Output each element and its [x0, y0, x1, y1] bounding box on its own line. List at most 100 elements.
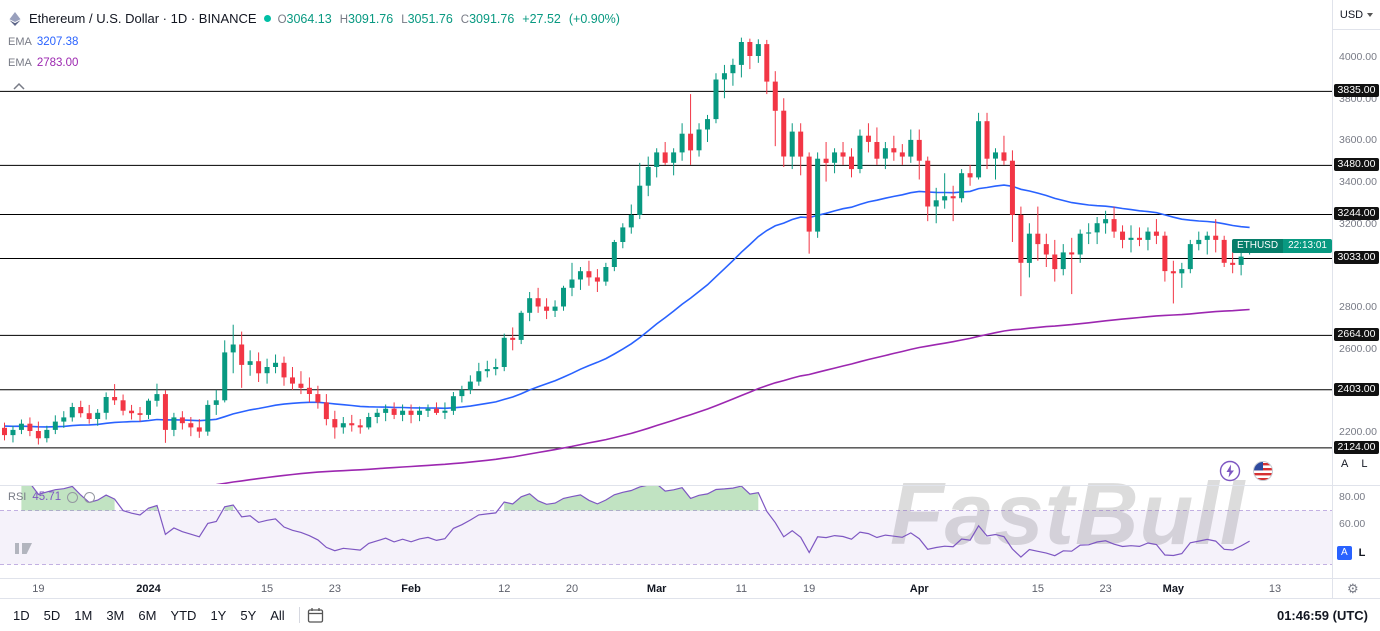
axis-border	[1332, 0, 1333, 598]
timezone-gear-icon[interactable]: ⚙	[1347, 581, 1359, 596]
rsi-log-scale-button[interactable]: L	[1358, 547, 1366, 559]
auto-scale-button[interactable]: A	[1341, 458, 1349, 470]
range-selector: 1D 5D 1M 3M 6M YTD 1Y 5Y All	[6, 604, 292, 627]
rsi-label: RSI	[8, 491, 27, 503]
ethereum-icon	[8, 11, 22, 26]
countdown-time: 22:13:01	[1288, 240, 1327, 251]
range-button-3m[interactable]: 3M	[99, 604, 131, 627]
log-scale-button[interactable]: L	[1361, 458, 1368, 470]
price-tick: 2600.00	[1339, 342, 1377, 355]
range-button-6m[interactable]: 6M	[131, 604, 163, 627]
time-axis-label: 23	[1099, 583, 1112, 595]
time-axis-label: Feb	[401, 583, 421, 595]
rsi-legend[interactable]: RSI 45.71	[8, 491, 96, 503]
time-axis-label: 12	[498, 583, 511, 595]
time-axis-label: 19	[803, 583, 816, 595]
pane-quick-icons	[1219, 460, 1274, 487]
time-axis-label: 19	[32, 583, 45, 595]
high-label: H	[339, 13, 349, 26]
time-axis-label: 13	[1268, 583, 1282, 595]
price-level-badge: 2124.00	[1334, 440, 1379, 454]
ema-line-50	[4, 184, 1250, 428]
price-level-badge: 2403.00	[1334, 382, 1379, 396]
ema-fast-label: EMA	[8, 36, 32, 48]
price-tick: 2800.00	[1339, 300, 1377, 313]
price-tick: 2200.00	[1339, 425, 1377, 438]
open-label: O	[277, 13, 287, 26]
range-button-ytd[interactable]: YTD	[163, 604, 203, 627]
range-button-1d[interactable]: 1D	[6, 604, 37, 627]
price-tick: 3400.00	[1339, 175, 1377, 188]
collapse-legend-button[interactable]	[10, 77, 28, 96]
range-button-1y[interactable]: 1Y	[203, 604, 233, 627]
time-axis-label: 20	[565, 583, 579, 595]
chart-plot-area[interactable]: FastBull Ethereum / U.S. Dollar · 1D · B…	[0, 0, 1332, 578]
range-button-5y[interactable]: 5Y	[233, 604, 263, 627]
rsi-value: 45.71	[32, 491, 62, 503]
ohlc-values: O3064.13 H3091.76 L3051.76 C3091.76 +27.…	[278, 12, 620, 26]
scale-buttons: A L	[1341, 458, 1367, 470]
ema-fast-value: 3207.38	[36, 36, 79, 48]
rsi-scale-buttons: A L	[1337, 546, 1365, 560]
rsi-auto-scale-button[interactable]: A	[1337, 546, 1352, 560]
chevron-down-icon	[1367, 12, 1374, 17]
price-tick: 3200.00	[1339, 217, 1377, 230]
market-flag-icon[interactable]	[1252, 460, 1274, 487]
time-axis-label: 2024	[136, 583, 161, 595]
range-button-1m[interactable]: 1M	[67, 604, 99, 627]
close-label: C	[460, 13, 470, 26]
change-percent: (+0.90%)	[568, 11, 620, 26]
range-button-5d[interactable]: 5D	[37, 604, 68, 627]
close-value: 3091.76	[469, 11, 515, 26]
time-axis-label: 15	[1031, 583, 1044, 595]
rsi-settings-icon[interactable]	[84, 491, 96, 503]
price-level-badge: 2664.00	[1334, 328, 1379, 342]
ema-slow-value: 2783.00	[36, 57, 79, 69]
low-label: L	[401, 13, 408, 26]
price-level-badge: 3033.00	[1334, 251, 1379, 265]
change-value: +27.52	[522, 11, 561, 26]
toolbar-divider	[298, 607, 300, 623]
market-status-dot	[263, 15, 271, 22]
price-axis[interactable]: USD 4000.00 3800.00 3600.00 3400.00 3200.00 2…	[1333, 0, 1380, 578]
pane-separator	[0, 485, 1380, 486]
rsi-line	[31, 486, 1250, 558]
currency-selector[interactable]: USD	[1333, 0, 1380, 30]
currency-label: USD	[1339, 8, 1364, 21]
rsi-visibility-icon[interactable]	[67, 491, 79, 503]
quick-trade-lightning-icon[interactable]	[1219, 460, 1241, 487]
ema-slow-legend[interactable]: EMA 2783.00	[8, 57, 78, 69]
time-axis[interactable]: 19 2024 15 23 Feb 12 20 Mar 11 19 Apr 15 23 May 13 ⚙	[0, 578, 1380, 599]
price-tick: 3600.00	[1339, 134, 1377, 147]
tradingview-logo[interactable]	[14, 541, 34, 561]
candlestick-chart[interactable]	[0, 0, 1332, 578]
symbol-row: Ethereum / U.S. Dollar · 1D · BINANCE O3…	[8, 11, 620, 26]
current-price-countdown-badge: ETHUSD 22:13:01	[1231, 239, 1332, 253]
ema-line-200	[215, 308, 1250, 484]
ema-slow-label: EMA	[8, 57, 32, 69]
range-button-all[interactable]: All	[263, 604, 291, 627]
time-axis-label: 11	[735, 583, 748, 595]
symbol-title[interactable]: Ethereum / U.S. Dollar · 1D · BINANCE	[29, 11, 257, 26]
price-level-badge: 3835.00	[1334, 84, 1379, 98]
time-axis-label: 23	[328, 583, 341, 595]
time-axis-label: Mar	[646, 583, 667, 595]
bottom-toolbar: 1D 5D 1M 3M 6M YTD 1Y 5Y All 01:46:59 (UTC)	[0, 598, 1380, 631]
time-axis-labels: 19 2024 15 23 Feb 12 20 Mar 11 19 Apr 15 23 May 13	[0, 579, 1332, 599]
high-value: 3091.76	[348, 11, 394, 26]
price-tick: 4000.00	[1339, 51, 1377, 63]
price-level-badge: 3244.00	[1334, 207, 1379, 221]
countdown-symbol: ETHUSD	[1231, 239, 1284, 253]
open-value: 3064.13	[286, 11, 332, 26]
low-value: 3051.76	[407, 11, 453, 26]
time-axis-label: 15	[260, 583, 274, 595]
ema-fast-legend[interactable]: EMA 3207.38	[8, 36, 78, 48]
rsi-tick: 80.00	[1339, 491, 1366, 503]
rsi-tick: 60.00	[1339, 518, 1366, 530]
calendar-icon[interactable]	[307, 607, 324, 624]
time-axis-label: May	[1162, 583, 1185, 595]
chevron-up-icon	[13, 82, 25, 90]
price-level-badge: 3480.00	[1334, 158, 1379, 172]
utc-clock: 01:46:59 (UTC)	[1276, 607, 1368, 623]
